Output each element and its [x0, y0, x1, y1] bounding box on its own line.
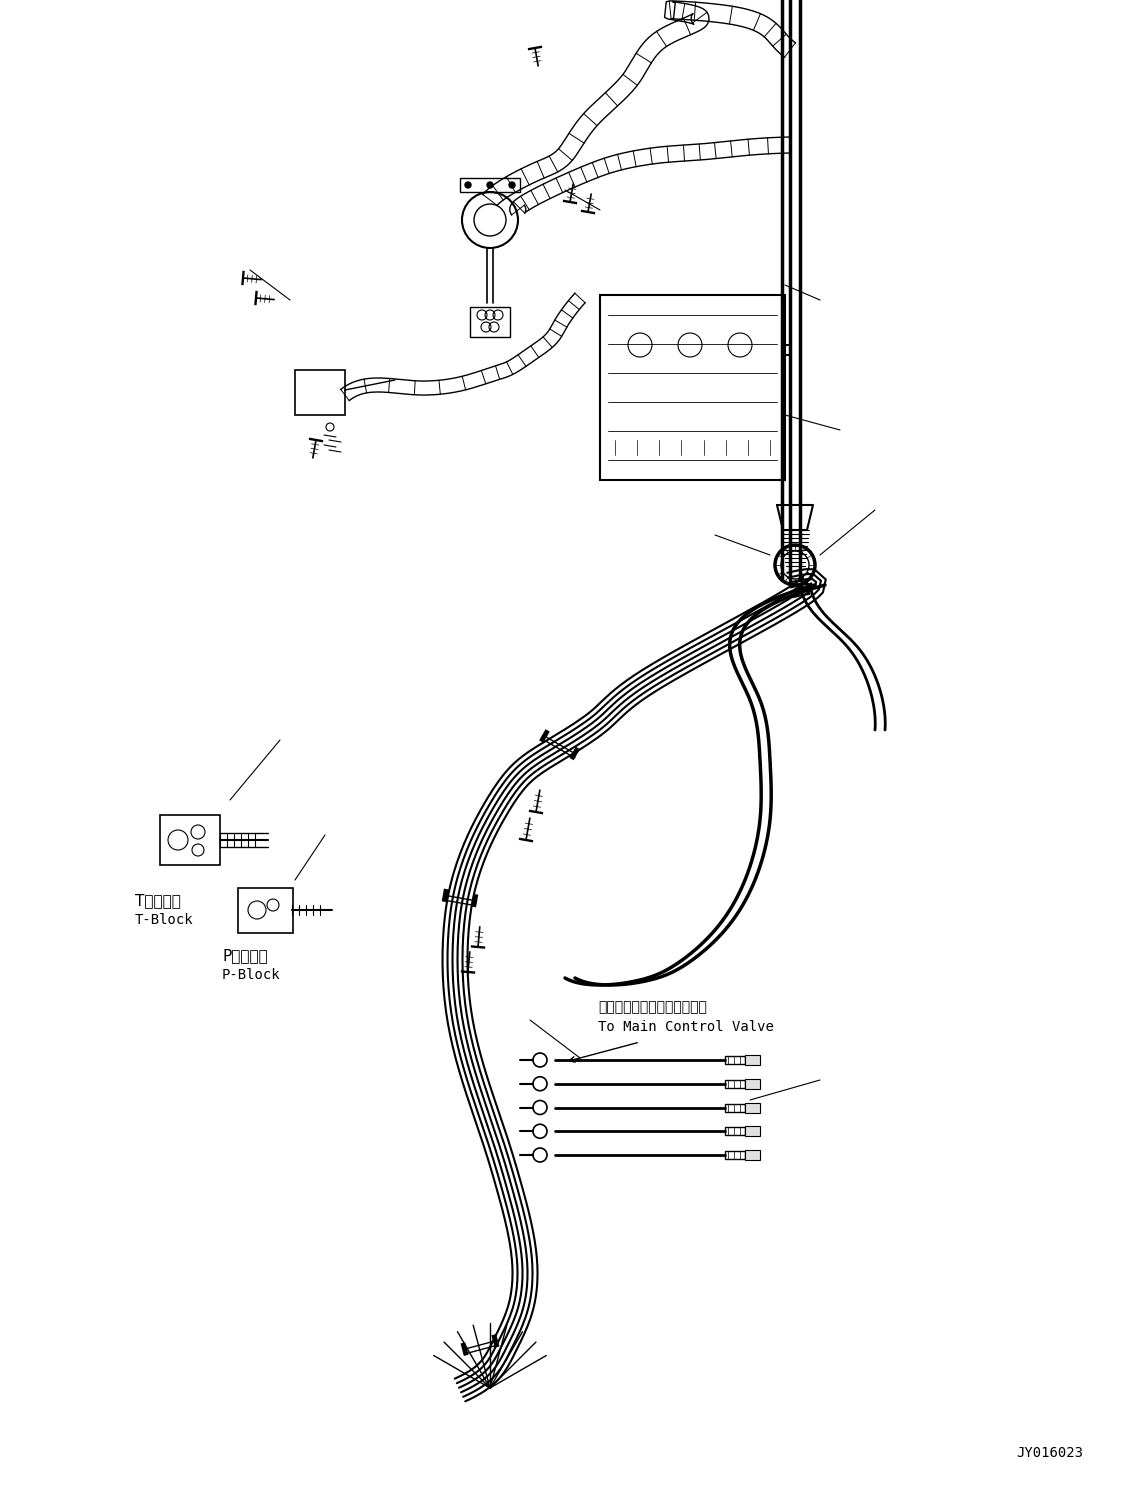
Text: メインコントロールバルブへ: メインコントロールバルブへ	[598, 1001, 706, 1014]
Bar	[725, 1080, 745, 1088]
Text: Pブロック: Pブロック	[222, 948, 267, 963]
Bar	[725, 1127, 745, 1135]
Text: JY016023: JY016023	[1016, 1446, 1084, 1461]
Bar	[470, 307, 510, 337]
Bar	[745, 1078, 760, 1088]
Circle shape	[509, 182, 515, 188]
Bar	[160, 814, 219, 865]
Bar	[725, 1103, 745, 1111]
Text: Tブロック: Tブロック	[135, 893, 181, 908]
Bar	[238, 887, 293, 934]
Bar	[459, 179, 520, 192]
Circle shape	[487, 182, 493, 188]
Text: To Main Control Valve: To Main Control Valve	[598, 1020, 774, 1033]
Bar	[745, 1150, 760, 1160]
Bar	[745, 1126, 760, 1136]
Bar	[600, 295, 785, 479]
Text: T-Block: T-Block	[135, 913, 193, 928]
Bar	[725, 1056, 745, 1065]
Bar	[725, 1151, 745, 1158]
Text: P-Block: P-Block	[222, 968, 281, 983]
Bar	[295, 369, 345, 415]
Bar	[745, 1102, 760, 1112]
Bar	[745, 1056, 760, 1065]
Circle shape	[465, 182, 471, 188]
